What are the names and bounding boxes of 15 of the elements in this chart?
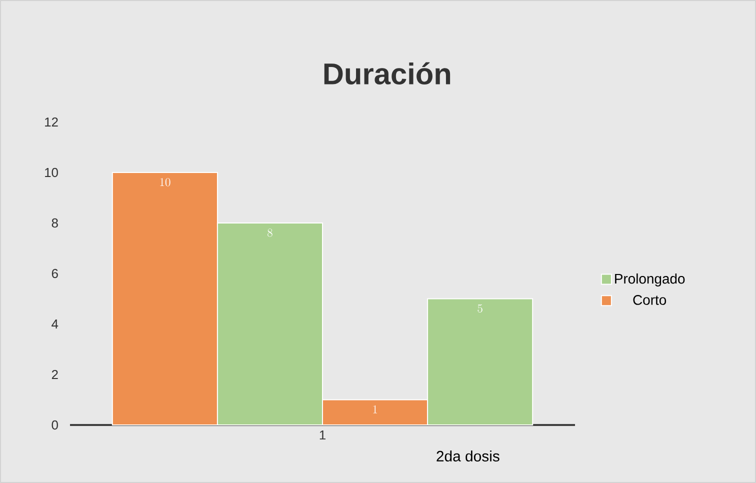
y-tick-label: 12 [45, 117, 58, 127]
y-tick-label: 0 [52, 420, 58, 430]
data-label: 5 [478, 304, 482, 313]
legend-label: Corto [633, 295, 666, 305]
y-tick-label: 6 [52, 268, 58, 278]
data-label: 8 [268, 228, 272, 237]
data-label: 1 [373, 405, 378, 414]
data-label: 10 [160, 178, 170, 186]
x-axis-title: 2da dosis [436, 450, 500, 462]
chart-title: Duración [324, 62, 450, 85]
y-tick-label: 4 [52, 320, 58, 328]
y-tick-label: 2 [52, 370, 58, 380]
legend-label: Prolongado [615, 273, 685, 286]
y-tick-label: 8 [52, 218, 58, 228]
y-tick-label: 10 [45, 168, 58, 178]
